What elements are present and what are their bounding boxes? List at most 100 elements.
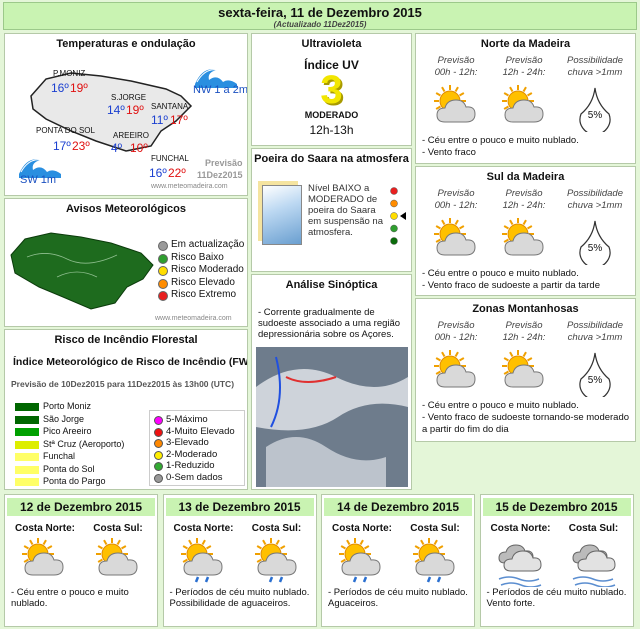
sun-ray <box>29 539 34 545</box>
sun-ray <box>279 545 285 550</box>
cloud <box>24 552 64 576</box>
temperature-panel: Temperaturas e ondulação P.MONIZ 16º 19º S.J… <box>4 33 248 196</box>
level-label: 2-Moderado <box>166 448 218 460</box>
column-header: Possibilidade <box>567 55 623 66</box>
level-dot <box>154 439 163 448</box>
notes: - Céu entre o pouco e muito nublado. - Ve… <box>422 135 634 159</box>
temp-max: 10º <box>130 141 148 155</box>
sun-ray <box>346 539 351 545</box>
panel-title: Sul da Madeira <box>486 171 565 183</box>
sun-ray <box>454 351 459 357</box>
sun-ray <box>509 86 514 92</box>
rain-chance: 5% <box>587 243 603 254</box>
weather-icon-svg <box>502 218 544 256</box>
cloud <box>502 550 542 572</box>
south-label: Costa Sul: <box>410 523 460 534</box>
cloud <box>504 232 544 256</box>
sun-ray <box>182 545 188 550</box>
sun-ray <box>359 539 364 545</box>
wave-crest <box>196 69 218 83</box>
north-label: Costa Norte: <box>173 523 234 534</box>
note: - Vento fraco <box>422 147 476 158</box>
column-header: Previsão <box>437 188 475 199</box>
weather-icon-svg <box>22 538 64 576</box>
weather-icon-svg <box>180 538 223 583</box>
weather-icon-svg <box>497 544 542 588</box>
temp-min: 17º <box>53 139 71 153</box>
sun-ray <box>364 545 370 550</box>
column-header: 12h - 24h: <box>502 67 546 78</box>
weather-icon <box>254 537 300 592</box>
weather-icon <box>412 537 458 592</box>
station-name: P.MONIZ <box>53 69 86 78</box>
sun-ray <box>275 539 280 545</box>
sun-ray <box>116 539 121 545</box>
legend-dot <box>158 241 168 251</box>
sun-ray <box>527 92 533 97</box>
temp-max: 22º <box>168 166 186 180</box>
header: sexta-feira, 11 de Dezembro 2015 (Actual… <box>3 2 637 30</box>
sun-ray <box>435 370 441 375</box>
cloud <box>576 550 616 572</box>
sun-ray <box>509 219 514 225</box>
north-label: Costa Norte: <box>490 523 551 534</box>
station-name: AREEIRO <box>113 131 150 140</box>
sun-ray <box>23 558 29 563</box>
weather-icon-svg <box>339 538 381 583</box>
level-dot <box>154 473 163 483</box>
fire-legend: 5-Máximo 4-Muito Elevado 3-Elevado 2-Modera… <box>149 410 245 486</box>
sun-ray <box>459 92 465 97</box>
day-text: - Períodos de céu muito nublado. Aguacei… <box>328 587 468 609</box>
sun-ray <box>182 558 188 563</box>
sun-ray <box>454 86 459 92</box>
rain-drop <box>575 219 615 270</box>
wave-north: NW 1 a 2m <box>193 84 248 96</box>
risk-bar <box>15 428 39 436</box>
note: - Céu entre o pouco e muito nublado. <box>422 135 579 146</box>
panel-title: Temperaturas e ondulação <box>56 38 196 50</box>
sun-ray <box>503 357 509 362</box>
sun-ray <box>503 370 509 375</box>
weather-icon-svg <box>502 85 544 123</box>
level-label: 0-Sem dados <box>166 471 223 483</box>
sun-ray <box>522 219 527 225</box>
sun-ray <box>435 92 441 97</box>
risk-bar <box>15 465 39 474</box>
uv-time: 12h-13h <box>309 123 354 137</box>
weather-icon <box>21 537 67 592</box>
dust-scale-svg <box>390 187 406 245</box>
sun-ray <box>435 105 441 110</box>
column-header: Possibilidade <box>567 320 623 331</box>
wave-south: SW 1m <box>20 174 57 186</box>
sun-ray <box>47 545 53 550</box>
sun-ray <box>459 357 465 362</box>
island <box>10 232 154 310</box>
region-panel: Sul da Madeira Previsão 00h - 12h: Previsão… <box>415 166 636 296</box>
sun-ray <box>459 225 465 230</box>
cloud <box>98 552 138 576</box>
sun-ray <box>23 545 29 550</box>
cloud <box>436 364 476 388</box>
wave-icon <box>193 62 239 95</box>
temp-min: 4º <box>111 141 123 155</box>
sun-ray <box>503 238 509 243</box>
panel-title: Análise Sinóptica <box>285 279 378 291</box>
temp-min: 14º <box>107 103 125 117</box>
legend-label: Risco Moderado <box>171 264 244 275</box>
panel-title: Avisos Meteorológicos <box>65 203 186 215</box>
day-text: - Céu entre o pouco e muito nublado. <box>11 587 129 609</box>
sun-ray <box>201 539 206 545</box>
weather-icon <box>433 349 479 400</box>
cloud <box>436 232 476 256</box>
column-header: 12h - 24h: <box>502 332 546 343</box>
sun-ray <box>414 545 420 550</box>
cloud <box>415 552 455 576</box>
sun-ray <box>121 545 127 550</box>
legend-label: Risco Baixo <box>171 251 224 263</box>
column-header: 00h - 12h: <box>434 200 478 211</box>
day-title: 12 de Dezembro 2015 <box>7 498 155 516</box>
scale-dot <box>390 224 398 233</box>
cloud <box>256 552 297 576</box>
uv-label: Índice UV <box>304 58 359 72</box>
dust-scale <box>386 185 410 254</box>
